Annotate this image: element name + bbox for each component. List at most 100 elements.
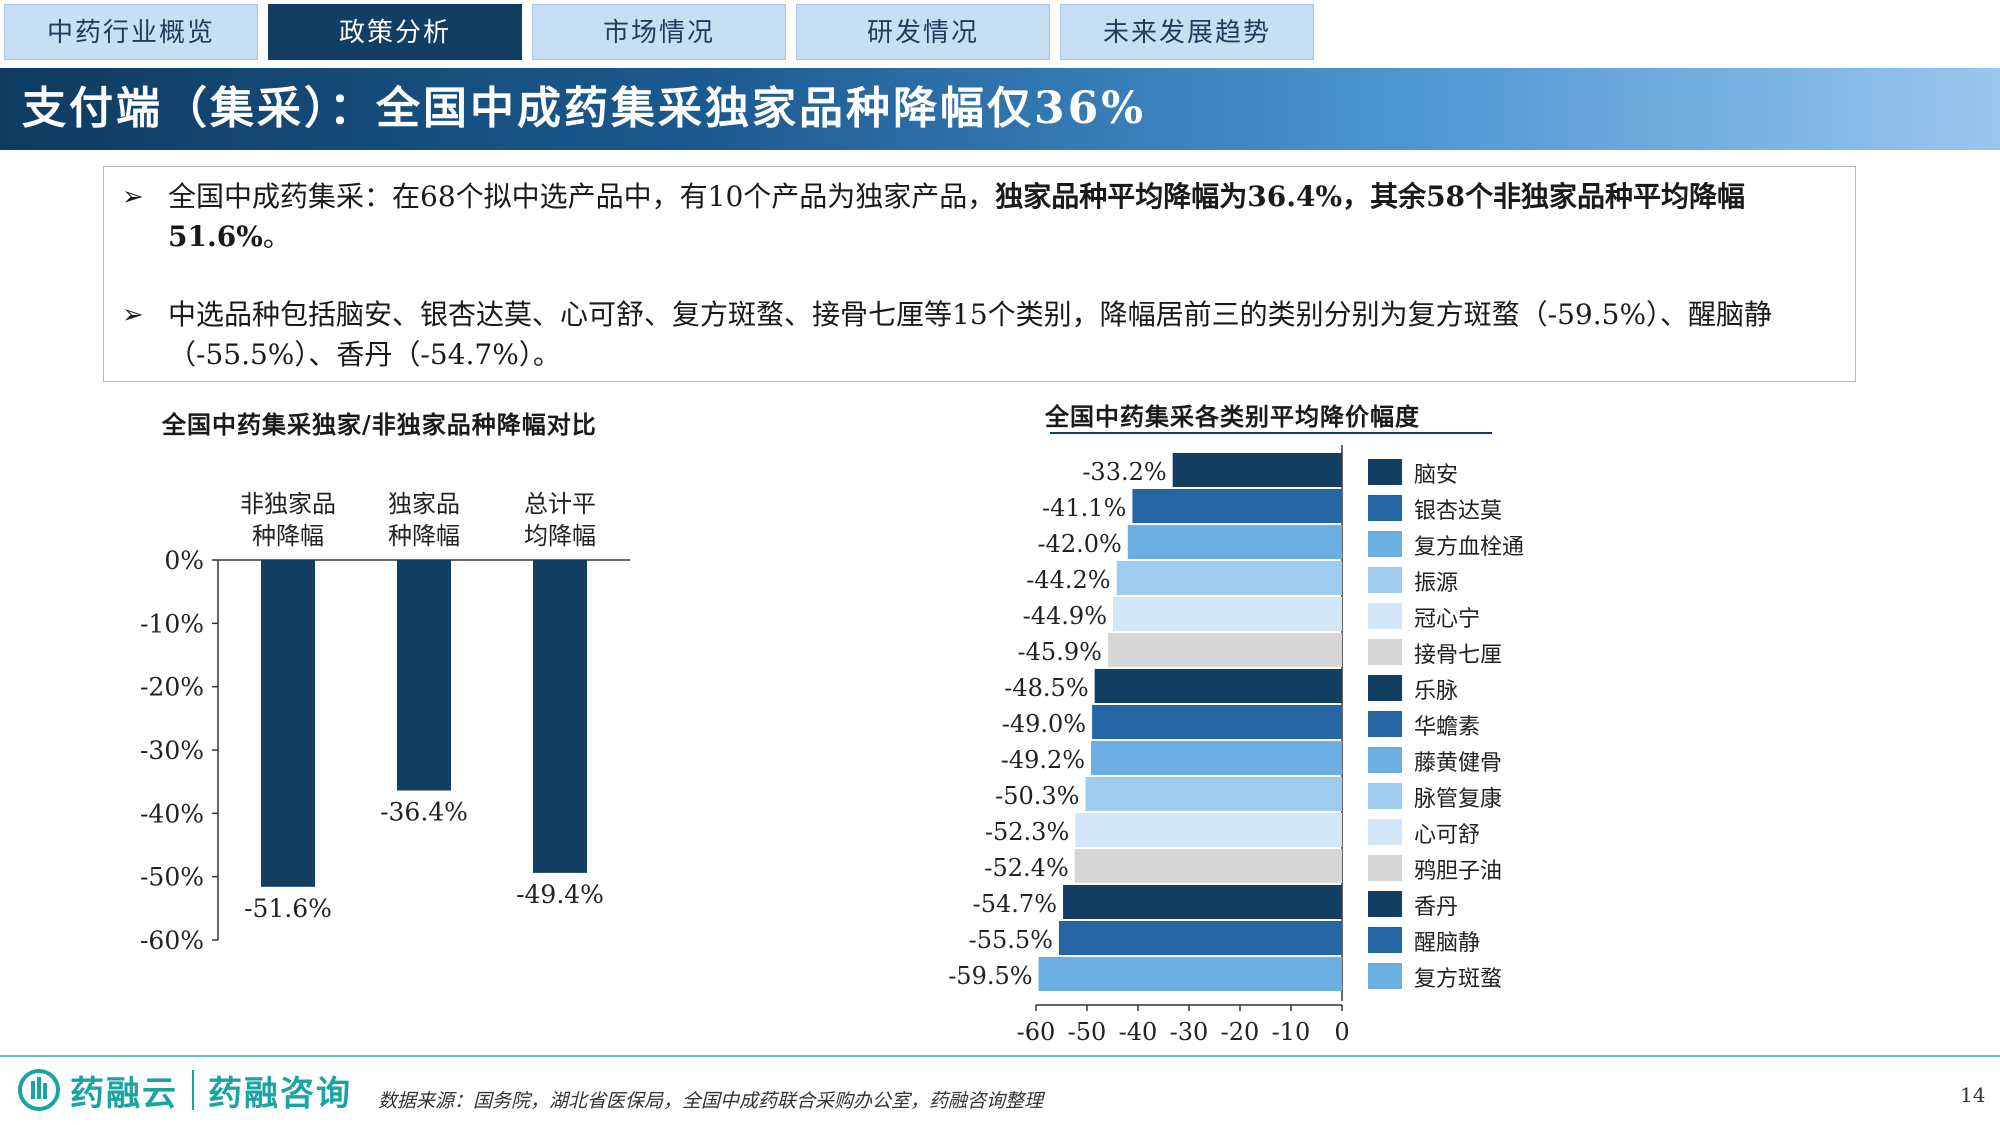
bar-1 [261, 560, 315, 887]
right-x-tick-label: -30 [1170, 1018, 1209, 1046]
hbar-value-label: -48.5% [1004, 674, 1088, 702]
legend-label: 华蟾素 [1414, 715, 1480, 740]
left-bar-chart: 0% -10% -20% -30% -40% -50% -60% -51.6% 非独家品种降幅 -… [140, 490, 630, 950]
tab-industry-overview[interactable]: 中药行业概览 [4, 4, 258, 60]
left-y-tick-label: -40% [140, 799, 204, 828]
bar-2 [397, 560, 451, 791]
hbar-value-label: -50.3% [995, 782, 1079, 810]
bar-category-label: 总计平 [524, 490, 596, 518]
brand-cloud-icon [18, 1069, 60, 1111]
bullet-1-text: 全国中成药集采：在68个拟中选产品中，有10个产品为独家产品， [168, 180, 996, 213]
page-title: 支付端（集采）：全国中成药集采独家品种降幅仅36% [22, 83, 1147, 134]
hbar-11 [1075, 813, 1342, 847]
bar-category-label: 种降幅 [252, 522, 324, 550]
hbar-value-label: -42.0% [1037, 530, 1121, 558]
bar-value-label: -51.6% [244, 894, 332, 923]
legend-label: 振源 [1414, 571, 1458, 596]
hbar-value-label: -45.9% [1018, 638, 1102, 666]
legend-swatch [1368, 675, 1402, 701]
hbar-value-label: -55.5% [969, 926, 1053, 954]
hbar-value-label: -54.7% [973, 890, 1057, 918]
hbar-12 [1074, 849, 1342, 883]
legend-swatch [1368, 711, 1402, 737]
right-chart-title-underline [1050, 432, 1492, 434]
legend-label: 脑安 [1414, 463, 1458, 488]
bar-category-label: 均降幅 [524, 522, 596, 550]
hbar-value-label: -33.2% [1082, 458, 1166, 486]
hbar-value-label: -52.3% [985, 818, 1069, 846]
bar-category-label: 种降幅 [388, 522, 460, 550]
tab-market[interactable]: 市场情况 [532, 4, 786, 60]
bar-value-label: -49.4% [516, 880, 604, 909]
legend-swatch [1368, 603, 1402, 629]
legend-swatch [1368, 531, 1402, 557]
summary-box: ➢ 全国中成药集采：在68个拟中选产品中，有10个产品为独家产品，独家品种平均降… [103, 166, 1856, 382]
bullet-1-bold: 独家品种平均降幅为36.4%，其余58个非独家品种平均降幅51.6% [168, 180, 1746, 253]
legend-swatch [1368, 819, 1402, 845]
legend-swatch [1368, 459, 1402, 485]
legend-label: 乐脉 [1414, 679, 1458, 704]
right-x-tick-label: -20 [1221, 1018, 1260, 1046]
legend-label: 接骨七厘 [1414, 643, 1502, 668]
hbar-6 [1107, 633, 1342, 667]
arrow-bullet-icon: ➢ [122, 300, 144, 330]
bullet-2-text: 中选品种包括脑安、银杏达莫、心可舒、复方斑蝥、接骨七厘等15个类别，降幅居前三的… [168, 298, 1773, 371]
left-y-tick-label: 0% [164, 546, 204, 575]
legend-swatch [1368, 855, 1402, 881]
bar-3 [533, 560, 587, 873]
legend-swatch [1368, 891, 1402, 917]
right-x-tick-label: -60 [1017, 1018, 1056, 1046]
hbar-10 [1085, 777, 1342, 811]
legend-label: 脉管复康 [1414, 787, 1502, 812]
hbar-value-label: -49.0% [1002, 710, 1086, 738]
hbar-value-label: -52.4% [984, 854, 1068, 882]
legend-swatch [1368, 747, 1402, 773]
left-y-tick-label: -20% [140, 673, 204, 702]
hbar-value-label: -41.1% [1042, 494, 1126, 522]
legend-label: 醒脑静 [1414, 931, 1480, 956]
hbar-value-label: -49.2% [1001, 746, 1085, 774]
brand-logo: 药融云 药融咨询 [16, 1064, 352, 1116]
hbar-value-label: -59.5% [948, 962, 1032, 990]
bullet-1-tail: 。 [262, 220, 291, 253]
legend-swatch [1368, 783, 1402, 809]
legend-swatch [1368, 495, 1402, 521]
bar-category-label: 非独家品 [240, 490, 336, 518]
hbar-4 [1116, 561, 1342, 595]
hbar-14 [1058, 921, 1342, 955]
hbar-15 [1038, 957, 1342, 991]
hbar-9 [1091, 741, 1342, 775]
legend-label: 香丹 [1414, 895, 1458, 920]
bullet-2: ➢ 中选品种包括脑安、银杏达莫、心可舒、复方斑蝥、接骨七厘等15个类别，降幅居前… [122, 295, 1832, 375]
left-y-tick-label: -10% [140, 609, 204, 638]
arrow-bullet-icon: ➢ [122, 182, 144, 212]
right-chart-title: 全国中药集采各类别平均降价幅度 [1045, 402, 1420, 431]
right-x-tick-label: -40 [1119, 1018, 1158, 1046]
tab-rnd[interactable]: 研发情况 [796, 4, 1050, 60]
legend-label: 复方血栓通 [1414, 535, 1524, 560]
brand-name-1: 药融云 [70, 1073, 178, 1114]
tab-policy-analysis[interactable]: 政策分析 [268, 4, 522, 60]
hbar-3 [1127, 525, 1342, 559]
legend-label: 冠心宁 [1414, 607, 1480, 632]
hbar-1 [1172, 453, 1342, 487]
footer-divider [0, 1055, 2000, 1057]
legend-swatch [1368, 639, 1402, 665]
bar-category-label: 独家品 [388, 490, 460, 518]
right-x-tick-label: 0 [1334, 1018, 1349, 1046]
tab-future-trends[interactable]: 未来发展趋势 [1060, 4, 1314, 60]
nav-tabs: 中药行业概览 政策分析 市场情况 研发情况 未来发展趋势 [0, 0, 1320, 64]
hbar-5 [1113, 597, 1342, 631]
legend-label: 藤黄健骨 [1414, 751, 1502, 776]
brand-name-2: 药融咨询 [208, 1073, 352, 1114]
hbar-2 [1132, 489, 1342, 523]
right-x-tick-label: -50 [1068, 1018, 1107, 1046]
legend-label: 复方斑蝥 [1414, 967, 1502, 992]
right-x-tick-label: -10 [1272, 1018, 1311, 1046]
bullet-1: ➢ 全国中成药集采：在68个拟中选产品中，有10个产品为独家产品，独家品种平均降… [122, 177, 1832, 257]
page-number: 14 [1960, 1083, 1986, 1107]
legend-label: 鸦胆子油 [1414, 859, 1502, 884]
legend-label: 银杏达莫 [1414, 499, 1502, 524]
hbar-value-label: -44.2% [1026, 566, 1110, 594]
hbar-13 [1063, 885, 1342, 919]
